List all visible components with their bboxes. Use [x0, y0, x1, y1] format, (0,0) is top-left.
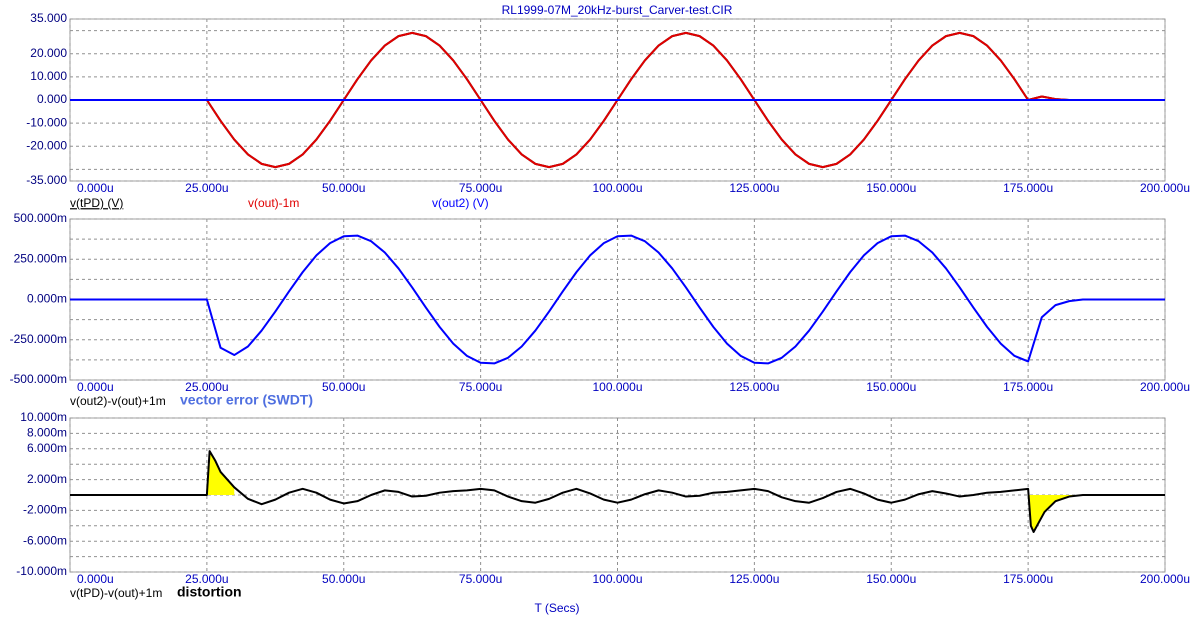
y-tick-label: 6.000m: [27, 441, 67, 455]
y-tick-label: 250.000m: [14, 251, 67, 265]
y-tick-label: -2.000m: [23, 503, 67, 517]
x-tick-label: 50.000u: [322, 181, 365, 195]
x-tick-label: 25.000u: [185, 380, 228, 394]
x-tick-label: 150.000u: [866, 572, 916, 586]
x-tick-label: 200.000u: [1140, 572, 1190, 586]
y-tick-label: -20.000: [26, 138, 67, 152]
legend-label: v(tPD)-v(out)+1m: [70, 586, 162, 600]
x-axis-label: T (Secs): [534, 601, 579, 615]
x-tick-label: 0.000u: [77, 380, 114, 394]
y-tick-label: 35.000: [30, 11, 67, 25]
x-tick-label: 100.000u: [592, 181, 642, 195]
x-tick-label: 150.000u: [866, 380, 916, 394]
x-tick-label: 125.000u: [729, 181, 779, 195]
x-tick-label: 175.000u: [1003, 380, 1053, 394]
y-tick-label: 20.000: [30, 46, 67, 60]
x-tick-label: 75.000u: [459, 380, 502, 394]
x-tick-label: 125.000u: [729, 572, 779, 586]
legend-label: v(out2)-v(out)+1m: [70, 394, 166, 408]
series-line: [70, 450, 1165, 533]
y-tick-label: 0.000: [37, 92, 67, 106]
legend-label: v(out)-1m: [248, 196, 299, 210]
y-tick-label: 10.000: [30, 69, 67, 83]
y-tick-label: 10.000m: [20, 410, 67, 424]
y-tick-label: -10.000m: [16, 564, 67, 578]
annotation: distortion: [177, 584, 242, 600]
x-tick-label: 25.000u: [185, 572, 228, 586]
x-tick-label: 125.000u: [729, 380, 779, 394]
x-tick-label: 100.000u: [592, 572, 642, 586]
x-tick-label: 200.000u: [1140, 380, 1190, 394]
x-tick-label: 0.000u: [77, 572, 114, 586]
y-tick-label: -250.000m: [10, 332, 67, 346]
x-tick-label: 75.000u: [459, 572, 502, 586]
x-tick-label: 150.000u: [866, 181, 916, 195]
y-tick-label: 2.000m: [27, 472, 67, 486]
x-tick-label: 50.000u: [322, 572, 365, 586]
x-tick-label: 75.000u: [459, 181, 502, 195]
y-tick-label: -35.000: [26, 173, 67, 187]
legend-label: v(tPD) (V): [70, 196, 123, 210]
x-tick-label: 25.000u: [185, 181, 228, 195]
y-tick-label: -10.000: [26, 115, 67, 129]
series-line: [70, 234, 1165, 365]
y-tick-label: 0.000m: [27, 292, 67, 306]
x-tick-label: 100.000u: [592, 380, 642, 394]
x-tick-label: 0.000u: [77, 181, 114, 195]
y-tick-label: -6.000m: [23, 533, 67, 547]
y-tick-label: -500.000m: [10, 372, 67, 386]
x-tick-label: 175.000u: [1003, 572, 1053, 586]
y-tick-label: 8.000m: [27, 426, 67, 440]
y-tick-label: 500.000m: [14, 211, 67, 225]
x-tick-label: 175.000u: [1003, 181, 1053, 195]
legend-label: v(out2) (V): [432, 196, 489, 210]
x-tick-label: 200.000u: [1140, 181, 1190, 195]
area-fill: [1028, 488, 1083, 532]
annotation: vector error (SWDT): [180, 392, 313, 408]
chart-title: RL1999-07M_20kHz-burst_Carver-test.CIR: [502, 3, 733, 17]
x-tick-label: 50.000u: [322, 380, 365, 394]
